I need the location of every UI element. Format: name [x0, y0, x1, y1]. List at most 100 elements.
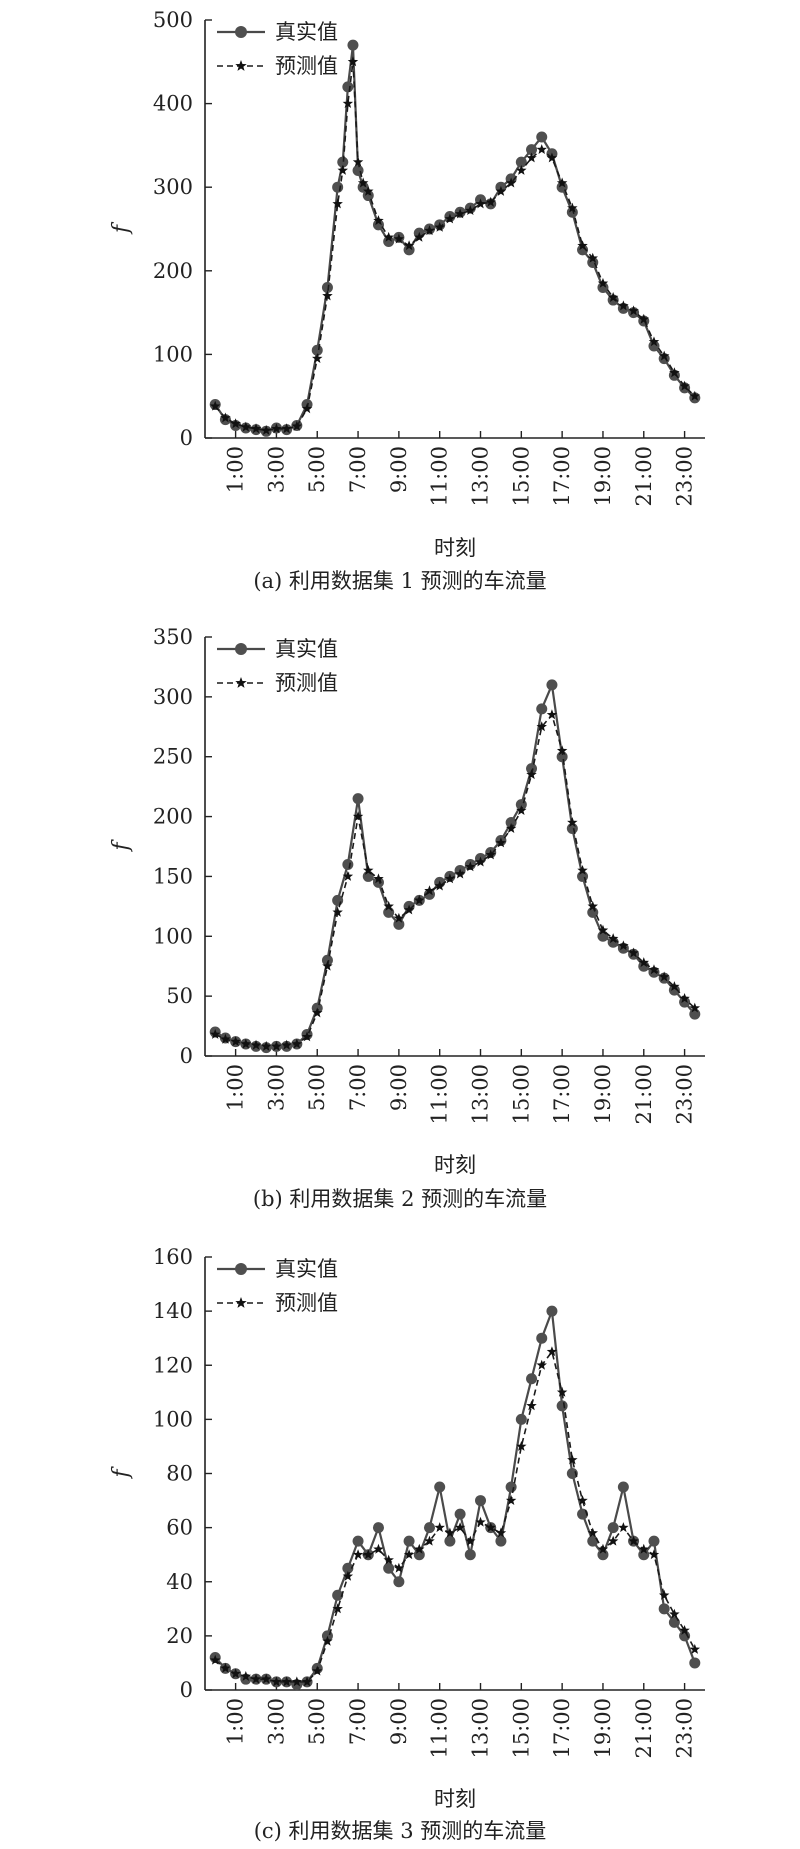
y-tick-label: 400 [153, 92, 193, 116]
data-point [342, 1562, 354, 1574]
data-point [495, 185, 507, 196]
y-axis-label: f [109, 839, 134, 853]
data-point [689, 1643, 701, 1654]
data-point [658, 971, 670, 982]
data-point [383, 900, 394, 911]
data-point [444, 213, 456, 224]
data-point [516, 1440, 527, 1451]
data-point [423, 888, 435, 900]
data-point [337, 164, 348, 175]
data-point [434, 1522, 445, 1533]
data-point [617, 1481, 629, 1493]
data-point [347, 39, 359, 51]
data-point [352, 1535, 364, 1547]
data-point [220, 1033, 231, 1044]
series-predicted [209, 709, 701, 1051]
data-point [597, 924, 609, 935]
data-point [516, 164, 527, 175]
y-axis-label: f [109, 221, 134, 235]
data-point [444, 1535, 456, 1547]
x-tick-label: 9:00 [387, 1064, 411, 1111]
y-tick-label: 160 [153, 1245, 193, 1269]
data-point [567, 817, 578, 828]
data-point [577, 864, 588, 875]
series-line [214, 680, 696, 1049]
x-tick-label: 7:00 [346, 1064, 370, 1111]
y-tick-label: 50 [166, 984, 193, 1008]
data-point [372, 876, 384, 888]
data-point [373, 215, 384, 226]
data-point [342, 1570, 354, 1581]
data-point [679, 1624, 690, 1635]
data-point [536, 703, 548, 715]
data-point [393, 1562, 405, 1573]
data-point [393, 1576, 405, 1588]
legend-label-predicted: 预测值 [275, 671, 338, 695]
legend-label-predicted: 预测值 [275, 54, 338, 78]
x-tick-label: 1:00 [224, 1064, 248, 1111]
data-point [250, 423, 262, 434]
data-point [618, 300, 629, 311]
data-point [332, 1603, 343, 1614]
data-point [311, 344, 323, 356]
data-point [546, 679, 558, 691]
data-point [352, 156, 364, 167]
data-point [495, 837, 507, 848]
data-point [403, 904, 415, 915]
x-tick-label: 15:00 [509, 1698, 533, 1759]
data-point [638, 1543, 650, 1554]
data-point [322, 290, 333, 301]
data-point [577, 244, 589, 256]
data-point [658, 1603, 670, 1615]
y-tick-label: 150 [153, 864, 193, 888]
data-point [546, 709, 558, 720]
data-point [332, 906, 343, 917]
data-point [454, 208, 466, 219]
data-point [209, 400, 221, 411]
y-tick-label: 100 [153, 924, 193, 948]
data-point [669, 981, 680, 992]
series-predicted [209, 1346, 701, 1687]
x-tick-label: 19:00 [591, 1064, 615, 1125]
data-point [230, 418, 241, 429]
data-point [312, 1007, 323, 1018]
data-point [566, 206, 578, 218]
data-point [536, 1332, 548, 1344]
data-point [352, 793, 364, 805]
y-tick-label: 0 [180, 1044, 193, 1068]
data-point [403, 1549, 415, 1560]
data-point [312, 353, 323, 364]
x-tick-label: 9:00 [387, 446, 411, 493]
data-point [434, 1481, 446, 1493]
data-point [516, 805, 527, 816]
data-point [465, 205, 476, 216]
data-point [413, 1549, 425, 1561]
data-point [648, 964, 660, 975]
data-point [454, 1522, 466, 1533]
data-point [383, 236, 395, 248]
data-point [465, 1535, 476, 1546]
data-point [301, 403, 313, 414]
data-point [260, 1673, 272, 1684]
data-point [362, 190, 374, 202]
data-point [424, 885, 435, 896]
data-point [607, 1522, 619, 1534]
data-point [587, 1527, 598, 1538]
x-tick-label: 23:00 [673, 1698, 697, 1759]
data-point [597, 277, 609, 288]
legend-marker-actual [235, 1263, 247, 1275]
data-point [526, 769, 537, 780]
data-point [363, 185, 374, 196]
data-point [363, 1549, 374, 1560]
data-point [597, 282, 609, 294]
y-tick-label: 0 [180, 1678, 193, 1702]
data-point [536, 144, 547, 155]
data-point [291, 1676, 303, 1687]
data-point [505, 177, 517, 188]
data-point [322, 960, 333, 971]
data-point [240, 1038, 252, 1049]
data-point [342, 870, 354, 881]
data-point [250, 1039, 262, 1050]
data-point [301, 1031, 313, 1042]
